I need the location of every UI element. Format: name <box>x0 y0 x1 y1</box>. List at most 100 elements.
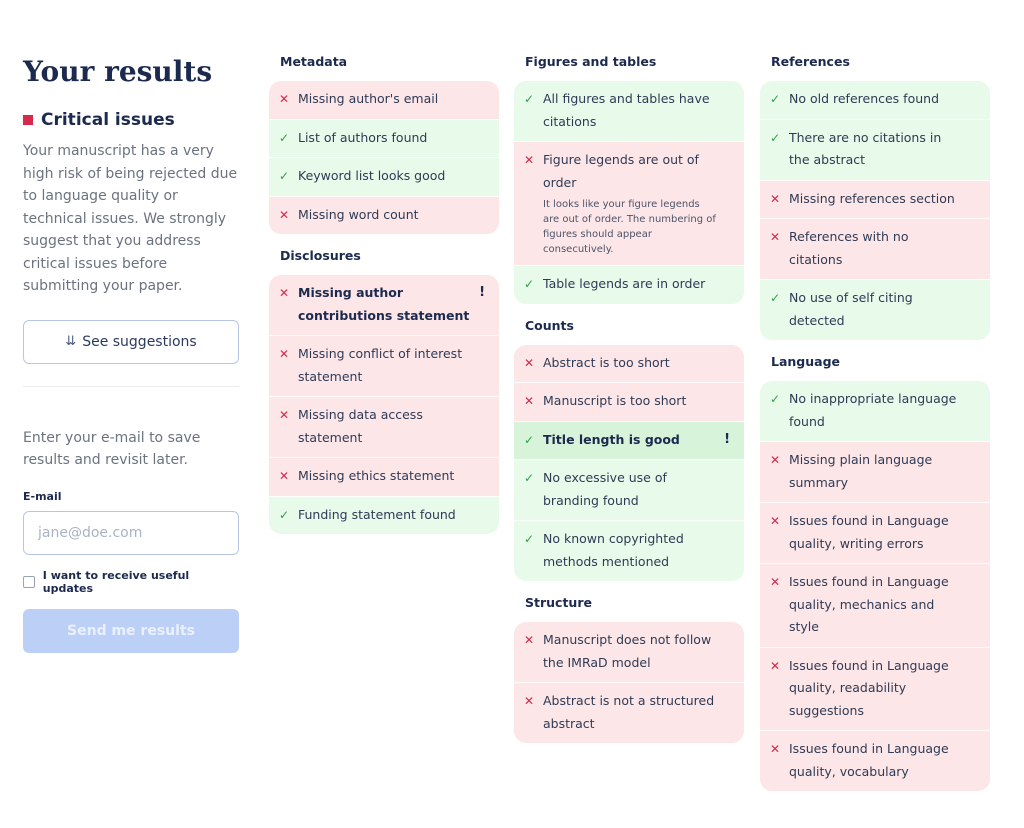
check-item[interactable]: ✕ Abstract is too short <box>514 344 744 382</box>
critical-square-icon <box>23 115 33 125</box>
check-item-text: Manuscript is too short <box>543 393 687 408</box>
check-item-text: List of authors found <box>298 129 428 145</box>
check-icon: ✓ <box>279 507 290 522</box>
check-item-text: Manuscript does not follow the IMRaD mod… <box>543 632 712 670</box>
cross-icon: ✕ <box>770 658 781 673</box>
check-icon: ✓ <box>770 291 781 305</box>
check-item-text: Missing word count <box>298 206 419 222</box>
check-item[interactable]: ✕ Missing data access statement <box>269 396 499 457</box>
check-item[interactable]: ✕ Issues found in Language quality, voca… <box>760 730 990 791</box>
check-item[interactable]: ✓ Table legends are in order <box>514 265 744 304</box>
check-item[interactable]: ✕ Missing ethics statement <box>269 457 499 496</box>
risk-description: Your manuscript has a very high risk of … <box>23 143 238 294</box>
check-item-text: No inappropriate language found <box>789 391 957 429</box>
column-references-language: References ✓ No old references found ✓ T… <box>760 54 990 805</box>
check-item[interactable]: ✓ Keyword list looks good <box>269 157 499 196</box>
see-suggestions-label: See suggestions <box>82 333 197 350</box>
updates-checkbox[interactable] <box>23 575 35 588</box>
check-item[interactable]: ✓ All figures and tables have citations <box>514 81 744 141</box>
check-item-text: Abstract is not a structured abstract <box>543 693 715 731</box>
disclosures-card: ✕ Missing author contributions statement… <box>269 275 499 534</box>
check-item-text: Missing conflict of interest statement <box>298 346 463 384</box>
check-item[interactable]: ✕ Abstract is not a structured abstract <box>514 682 744 743</box>
check-item-text: Missing plain language summary <box>789 452 933 490</box>
updates-option: I want to receive useful updates <box>23 569 239 595</box>
section-title-disclosures: Disclosures <box>280 248 361 263</box>
check-item[interactable]: ✓ Funding statement found <box>269 495 499 534</box>
divider <box>23 385 239 387</box>
check-item-expanded[interactable]: ✕ Figure legends are out of order It loo… <box>514 141 744 265</box>
section-title-metadata: Metadata <box>280 54 348 69</box>
check-item[interactable]: ✕ References with no citations <box>760 218 990 279</box>
check-item[interactable]: ✕ Missing author's email <box>269 81 499 119</box>
check-icon: ✓ <box>524 92 535 106</box>
critical-issues-label: Critical issues <box>41 110 175 130</box>
check-item-selected[interactable]: ✓ Title length is good ! <box>514 420 744 459</box>
check-item[interactable]: ✓ No known copyrighted methods mentioned <box>514 520 744 581</box>
check-item[interactable]: ✕ Issues found in Language quality, writ… <box>760 502 990 563</box>
check-item-text: Missing data access statement <box>298 407 423 445</box>
email-field[interactable] <box>23 510 239 555</box>
cross-icon: ✕ <box>279 286 290 300</box>
figures-card: ✓ All figures and tables have citations … <box>514 81 744 304</box>
check-icon: ✓ <box>770 392 781 406</box>
check-item-text: Figure legends are out of order <box>543 152 699 190</box>
section-title-references: References <box>771 54 850 69</box>
check-item[interactable]: ✕ Manuscript is too short <box>514 382 744 421</box>
check-item-note: It looks like your figure legends are ou… <box>543 199 716 255</box>
check-item[interactable]: ✓ List of authors found <box>269 118 499 157</box>
cross-icon: ✕ <box>770 191 781 206</box>
counts-card: ✕ Abstract is too short ✕ Manuscript is … <box>514 344 744 581</box>
metadata-card: ✕ Missing author's email ✓ List of autho… <box>269 81 499 234</box>
check-item-text: Missing references section <box>789 190 955 206</box>
cross-icon: ✕ <box>524 694 535 708</box>
section-title-language: Language <box>771 354 841 369</box>
check-item-text: There are no citations in the abstract <box>789 129 942 168</box>
check-item-text: No old references found <box>789 91 939 106</box>
check-icon: ✓ <box>770 130 781 145</box>
save-results-text: Enter your e-mail to save results and re… <box>23 429 201 469</box>
check-icon: ✓ <box>770 92 781 106</box>
check-item-text: Funding statement found <box>298 506 456 522</box>
cross-icon: ✕ <box>524 355 535 370</box>
check-item-text: No use of self citing detected <box>789 290 913 328</box>
check-item-selected[interactable]: ✕ Missing author contributions statement… <box>269 275 499 335</box>
check-item[interactable]: ✕ Missing references section <box>760 179 990 218</box>
send-results-button[interactable]: Send me results <box>23 608 239 653</box>
check-item-text: Missing author contributions statement <box>298 285 470 323</box>
column-metadata-disclosures: Metadata ✕ Missing author's email ✓ List… <box>269 54 499 548</box>
cross-icon: ✕ <box>770 575 781 589</box>
check-item[interactable]: ✕ Missing word count <box>269 195 499 234</box>
check-item-text: No known copyrighted methods mentioned <box>543 531 684 569</box>
check-item-text: References with no citations <box>789 229 909 267</box>
check-item[interactable]: ✓ No excessive use of branding found <box>514 459 744 520</box>
check-item[interactable]: ✓ No old references found <box>760 81 990 119</box>
cross-icon: ✕ <box>770 230 781 244</box>
section-title-figures: Figures and tables <box>525 54 657 69</box>
check-item-text: Issues found in Language quality, mechan… <box>789 574 949 634</box>
critical-issues-heading: Critical issues <box>23 110 239 130</box>
see-suggestions-button[interactable]: ⇊ See suggestions <box>23 319 239 364</box>
cross-icon: ✕ <box>279 92 290 106</box>
check-item[interactable]: ✓ No use of self citing detected <box>760 279 990 340</box>
check-item[interactable]: ✕ Missing plain language summary <box>760 441 990 502</box>
page-title: Your results <box>23 55 213 88</box>
language-card: ✓ No inappropriate language found ✕ Miss… <box>760 381 990 791</box>
section-title-counts: Counts <box>525 317 574 333</box>
check-item-text: No excessive use of branding found <box>543 470 667 508</box>
check-item[interactable]: ✕ Issues found in Language quality, mech… <box>760 563 990 647</box>
check-item[interactable]: ✕ Missing conflict of interest statement <box>269 335 499 396</box>
structure-card: ✕ Manuscript does not follow the IMRaD m… <box>514 622 744 743</box>
check-item-text: Issues found in Language quality, readab… <box>789 657 949 718</box>
check-item[interactable]: ✕ Manuscript does not follow the IMRaD m… <box>514 622 744 682</box>
check-item[interactable]: ✕ Issues found in Language quality, read… <box>760 646 990 730</box>
check-icon: ✓ <box>524 471 535 485</box>
check-item-text: Title length is good <box>543 431 680 447</box>
cross-icon: ✕ <box>279 347 290 361</box>
check-item-text: Abstract is too short <box>543 354 670 370</box>
cross-icon: ✕ <box>279 408 290 422</box>
check-item[interactable]: ✓ No inappropriate language found <box>760 381 990 441</box>
cross-icon: ✕ <box>770 742 781 756</box>
check-item[interactable]: ✓ There are no citations in the abstract <box>760 118 990 180</box>
check-item-text: Missing author's email <box>298 91 439 106</box>
